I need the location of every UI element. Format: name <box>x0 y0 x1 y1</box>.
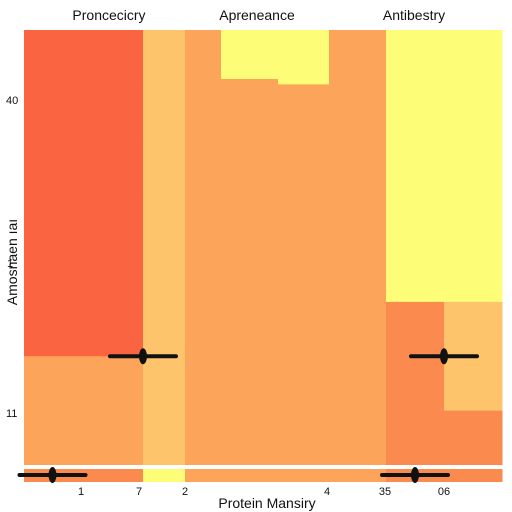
x-axis-label: Protein Mansiry <box>218 495 315 511</box>
heatmap-cell <box>185 138 279 194</box>
heatmap-cell <box>143 301 186 357</box>
heatmap-cell <box>185 410 279 466</box>
x-tick-label: 2 <box>182 486 188 498</box>
x-tick-label: 35 <box>379 486 391 498</box>
heatmap-cell <box>81 247 144 303</box>
heatmap-cell <box>24 138 82 194</box>
heatmap-cell <box>81 410 144 466</box>
heatmap-cell <box>329 247 387 303</box>
heatmap-cell <box>278 247 330 303</box>
heatmap-cell <box>185 356 279 412</box>
heatmap-cell <box>444 410 503 466</box>
marker-dot <box>48 467 57 483</box>
marker <box>108 348 178 365</box>
heatmap-cell <box>329 356 387 412</box>
marker <box>380 467 450 483</box>
heatmap-cell <box>81 84 144 140</box>
heatmap-cell <box>278 138 330 194</box>
heatmap-cell <box>386 410 445 466</box>
heatmap-cell <box>386 138 445 194</box>
y-axis-label: Amosnaen ıaı <box>4 219 20 305</box>
heatmap-cell <box>386 356 445 412</box>
heatmap-cell <box>185 84 279 140</box>
heatmap-cell <box>386 30 445 85</box>
heatmap-cell <box>278 356 330 412</box>
x-tick-label: 1 <box>78 486 84 498</box>
heatmap-cell <box>24 84 82 140</box>
heatmap-cell <box>278 410 330 466</box>
heatmap-cell <box>81 193 144 248</box>
heatmap-cell <box>81 138 144 194</box>
heatmap-cell <box>143 193 186 248</box>
heatmap-cell <box>24 193 82 248</box>
heatmap-cell <box>185 247 279 303</box>
heatmap-cell <box>329 30 387 85</box>
heatmap-cell <box>278 30 330 85</box>
strip-cell <box>278 469 330 482</box>
marker-dot <box>440 348 448 365</box>
heatmap-cell <box>24 247 82 303</box>
marker-dot <box>139 348 147 365</box>
heatmap-cell <box>24 301 82 357</box>
heatmap-cell <box>329 138 387 194</box>
heatmap-cell <box>444 247 503 303</box>
heatmap-cell <box>329 84 387 140</box>
heatmap-cell <box>143 247 186 303</box>
heatmap-cell <box>329 193 387 248</box>
heatmap-cell <box>278 193 330 248</box>
heatmap-cell <box>329 410 387 466</box>
heatmap-cell <box>386 193 445 248</box>
strip-cell <box>143 469 186 482</box>
heatmap-cell <box>386 301 445 357</box>
heatmap-cell <box>444 356 503 412</box>
heatmap-cell <box>278 84 330 140</box>
heatmap-cell <box>185 193 279 248</box>
y-tick-label: 11 <box>6 408 17 420</box>
panel-title-left: Proncecicry <box>72 7 145 23</box>
heatmap-cell <box>386 84 445 140</box>
heatmap-cell <box>444 138 503 194</box>
heatmap-cell <box>444 193 503 248</box>
strip-cell <box>81 469 144 482</box>
heatmap-cell <box>444 84 503 140</box>
heatmap-cell <box>221 30 278 79</box>
panel-title-right: Antibestry <box>383 7 445 23</box>
heatmap-cell <box>143 30 186 85</box>
x-tick-label: 06 <box>438 486 450 498</box>
heatmap-cell <box>143 410 186 466</box>
heatmap-cell <box>185 301 279 357</box>
strip-cell <box>329 469 387 482</box>
heatmap-cell <box>81 356 144 412</box>
y-tick-label: 1 <box>7 258 13 270</box>
heatmap-cell <box>444 30 503 85</box>
marker <box>409 348 479 365</box>
x-tick-label: 7 <box>136 486 142 498</box>
bottom-strip <box>24 469 503 482</box>
heatmap-cell <box>81 301 144 357</box>
heatmap-cell <box>386 247 445 303</box>
heatmap-cell <box>278 301 330 357</box>
heatmap-cell <box>143 356 186 412</box>
heatmap-cells <box>24 30 503 466</box>
heatmap-cell <box>444 301 503 357</box>
strip-cell <box>444 469 503 482</box>
y-tick-label: 40 <box>6 95 18 107</box>
heatmap-cell <box>24 410 82 466</box>
heatmap-cell <box>329 301 387 357</box>
strip-divider <box>24 465 502 469</box>
marker-dot <box>411 467 419 483</box>
heatmap-cell <box>81 30 144 85</box>
heatmap-cell <box>24 30 82 85</box>
panel-title-middle: Apreneance <box>219 7 295 23</box>
heatmap-cell <box>24 356 82 412</box>
heatmap-cell <box>143 84 186 140</box>
marker <box>17 467 88 483</box>
x-tick-label: 4 <box>324 486 330 498</box>
heatmap-cell <box>143 138 186 194</box>
marker-layer <box>17 348 479 483</box>
strip-cell <box>185 469 279 482</box>
